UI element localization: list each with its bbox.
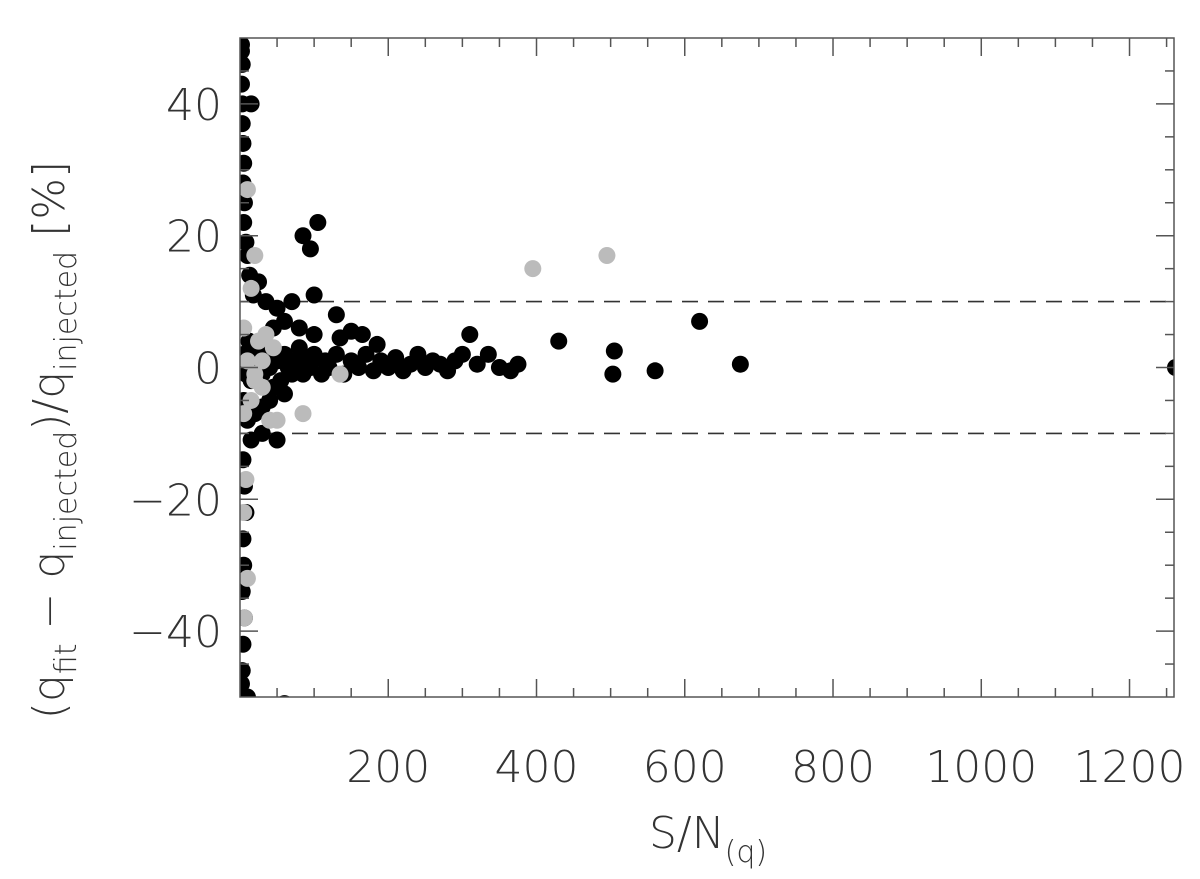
data-point-black	[387, 349, 405, 367]
data-point-black	[240, 214, 253, 232]
data-point-black	[604, 365, 622, 383]
data-point-gray	[240, 609, 253, 627]
data-point-black	[461, 326, 479, 344]
data-point-black	[691, 312, 709, 330]
y-axis-title-unit: [%]	[24, 161, 75, 251]
data-point-gray	[240, 405, 253, 423]
y-axis-title-injected-sub-1: injected	[49, 431, 84, 551]
data-point-black	[240, 233, 255, 251]
data-point-gray	[242, 279, 260, 297]
data-point-black	[731, 355, 749, 373]
data-point-black	[305, 326, 323, 344]
data-point-black	[453, 345, 471, 363]
data-point-black	[268, 431, 286, 449]
data-point-black	[509, 355, 527, 373]
y-tick-label: 40	[166, 80, 222, 131]
data-point-black	[290, 319, 308, 337]
data-point-gray	[240, 181, 256, 199]
x-axis-title: S/N(q)	[649, 808, 767, 870]
data-point-black	[240, 688, 256, 697]
data-point-black	[350, 359, 368, 376]
y-axis-title-fit-sub: fit	[49, 643, 84, 674]
data-point-gray	[294, 405, 312, 423]
data-point-black	[409, 345, 427, 363]
data-point-gray	[240, 319, 253, 337]
x-axis-title-main: S/N	[649, 808, 725, 859]
data-point-black	[275, 385, 293, 403]
data-point-black	[301, 240, 319, 258]
y-tick-label: 20	[166, 212, 222, 263]
data-point-gray	[264, 339, 282, 357]
y-tick-labels: 40 20 0 −20 −40	[129, 80, 222, 658]
data-point-black	[294, 227, 312, 245]
data-point-black	[357, 345, 375, 363]
data-point-black	[268, 299, 286, 317]
data-point-black	[240, 42, 250, 60]
data-point-black	[290, 339, 308, 357]
data-point-black	[240, 115, 251, 133]
data-point-gray	[257, 326, 275, 344]
data-point-gray	[246, 372, 264, 390]
data-point-gray	[242, 391, 260, 409]
data-point-black	[240, 675, 250, 693]
data-point-gray	[240, 569, 256, 587]
data-point-black	[353, 326, 371, 344]
x-tick-label: 800	[791, 742, 875, 793]
x-axis-title-sub: (q)	[725, 835, 767, 870]
data-point-black	[240, 635, 252, 653]
data-point-black	[240, 530, 252, 548]
data-point-black	[240, 134, 252, 152]
data-point-black	[309, 214, 327, 232]
data-point-black	[368, 335, 386, 353]
data-point-black	[253, 424, 271, 442]
x-tick-label: 400	[495, 742, 579, 793]
data-point-gray	[268, 411, 286, 429]
data-point-black	[240, 662, 251, 680]
data-point-black	[550, 332, 568, 350]
data-point-black	[261, 391, 279, 409]
y-tick-label: −40	[129, 607, 222, 658]
data-point-gray	[240, 503, 253, 521]
data-point-black	[240, 55, 251, 73]
data-point-black	[646, 362, 664, 380]
data-point-gray	[240, 471, 255, 489]
data-point-black	[468, 355, 486, 373]
y-tick-label: −20	[129, 475, 222, 526]
x-tick-label: 600	[643, 742, 727, 793]
x-tick-label: 1200	[1074, 742, 1186, 793]
data-point-black	[240, 451, 252, 469]
axis-ticks	[240, 38, 1174, 697]
y-axis-title-injected-sub-2: injected	[49, 251, 84, 371]
y-axis-title: (qfit − qinjected)/qinjected [%]	[24, 161, 84, 719]
data-point-gray	[524, 260, 542, 278]
data-point-black	[605, 342, 623, 360]
data-point-gray	[331, 365, 349, 383]
data-points	[240, 38, 1174, 697]
data-point-black	[479, 345, 497, 363]
data-point-gray	[240, 352, 256, 370]
y-tick-label: 0	[194, 344, 222, 395]
y-axis-title-mid: )/q	[24, 371, 75, 431]
data-point-black	[327, 306, 345, 324]
data-point-black	[240, 154, 253, 172]
data-point-black	[305, 286, 323, 304]
data-point-gray	[253, 352, 271, 370]
data-point-black	[283, 293, 301, 311]
x-tick-label: 1000	[925, 742, 1037, 793]
data-point-black	[240, 583, 251, 601]
y-axis-title-minus: − q	[24, 551, 75, 644]
data-point-black	[327, 345, 345, 363]
x-tick-label: 200	[346, 742, 430, 793]
data-point-gray	[598, 246, 616, 264]
data-point-gray	[246, 246, 264, 264]
x-tick-labels: 200 400 600 800 1000 1200	[346, 742, 1185, 793]
data-point-black	[240, 75, 250, 93]
y-axis-title-open: (q	[24, 674, 75, 719]
